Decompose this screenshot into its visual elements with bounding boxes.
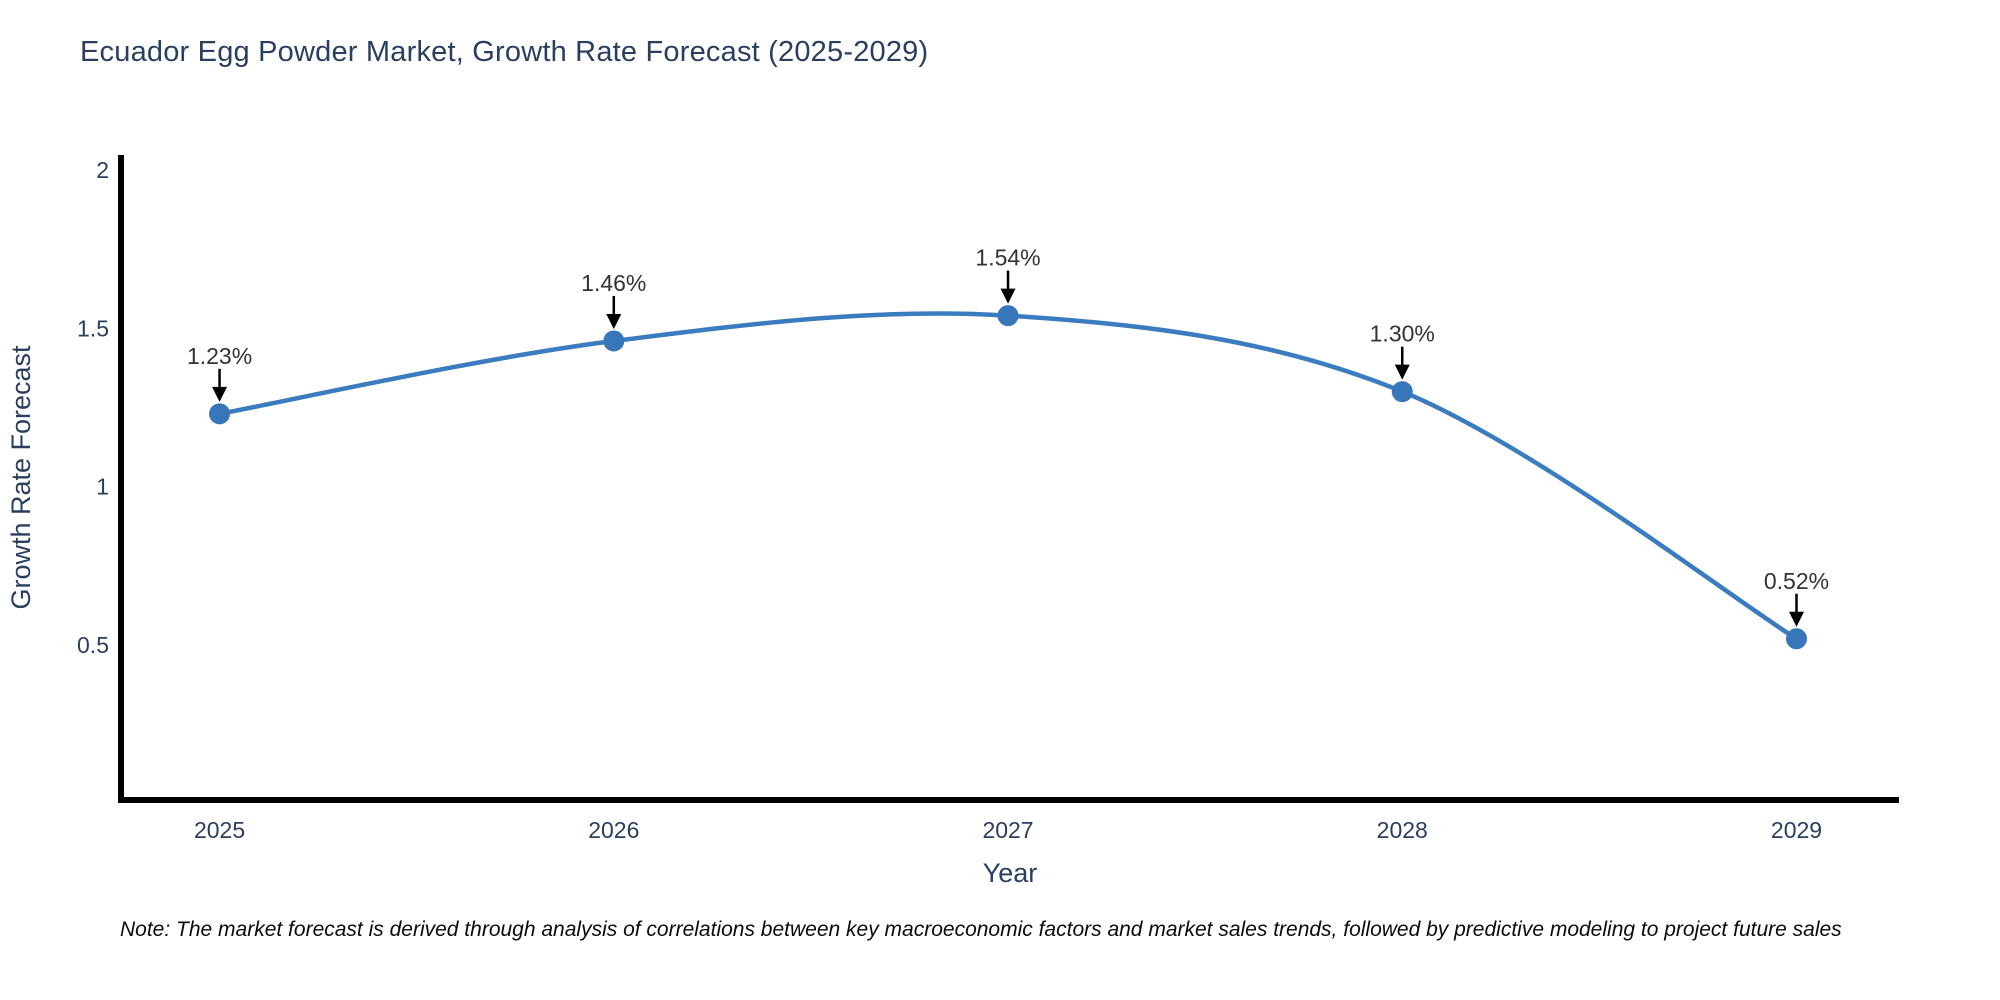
annotation-arrowhead-icon [1394,364,1410,380]
data-point-marker[interactable] [1785,628,1807,650]
x-tick-label: 2027 [982,817,1033,843]
y-tick-label: 2 [96,157,109,183]
x-tick-label: 2028 [1377,817,1428,843]
annotation-arrowhead-icon [1000,288,1016,304]
data-point-marker[interactable] [603,330,625,352]
data-point-marker[interactable] [1391,381,1413,403]
x-tick-label: 2025 [194,817,245,843]
data-point-marker[interactable] [209,403,231,425]
point-value-label: 1.46% [581,270,646,296]
point-value-label: 1.30% [1370,321,1435,347]
point-value-label: 1.54% [975,245,1040,271]
forecast-line [217,311,1799,642]
x-axis-title: Year [983,858,1038,888]
x-tick-label: 2026 [588,817,639,843]
data-point-marker[interactable] [997,305,1019,327]
point-value-label: 1.23% [187,343,252,369]
point-value-label: 0.52% [1764,568,1829,594]
x-tick-label: 2029 [1771,817,1822,843]
y-tick-label: 1 [96,474,109,500]
y-tick-label: 0.5 [77,632,109,658]
annotation-arrowhead-icon [606,313,622,329]
y-tick-label: 1.5 [77,315,109,341]
annotation-arrowhead-icon [1788,611,1804,627]
y-axis-title: Growth Rate Forecast [6,345,36,610]
footnote: Note: The market forecast is derived thr… [120,918,1842,941]
annotation-arrowhead-icon [212,386,228,402]
chart-title: Ecuador Egg Powder Market, Growth Rate F… [80,36,929,68]
